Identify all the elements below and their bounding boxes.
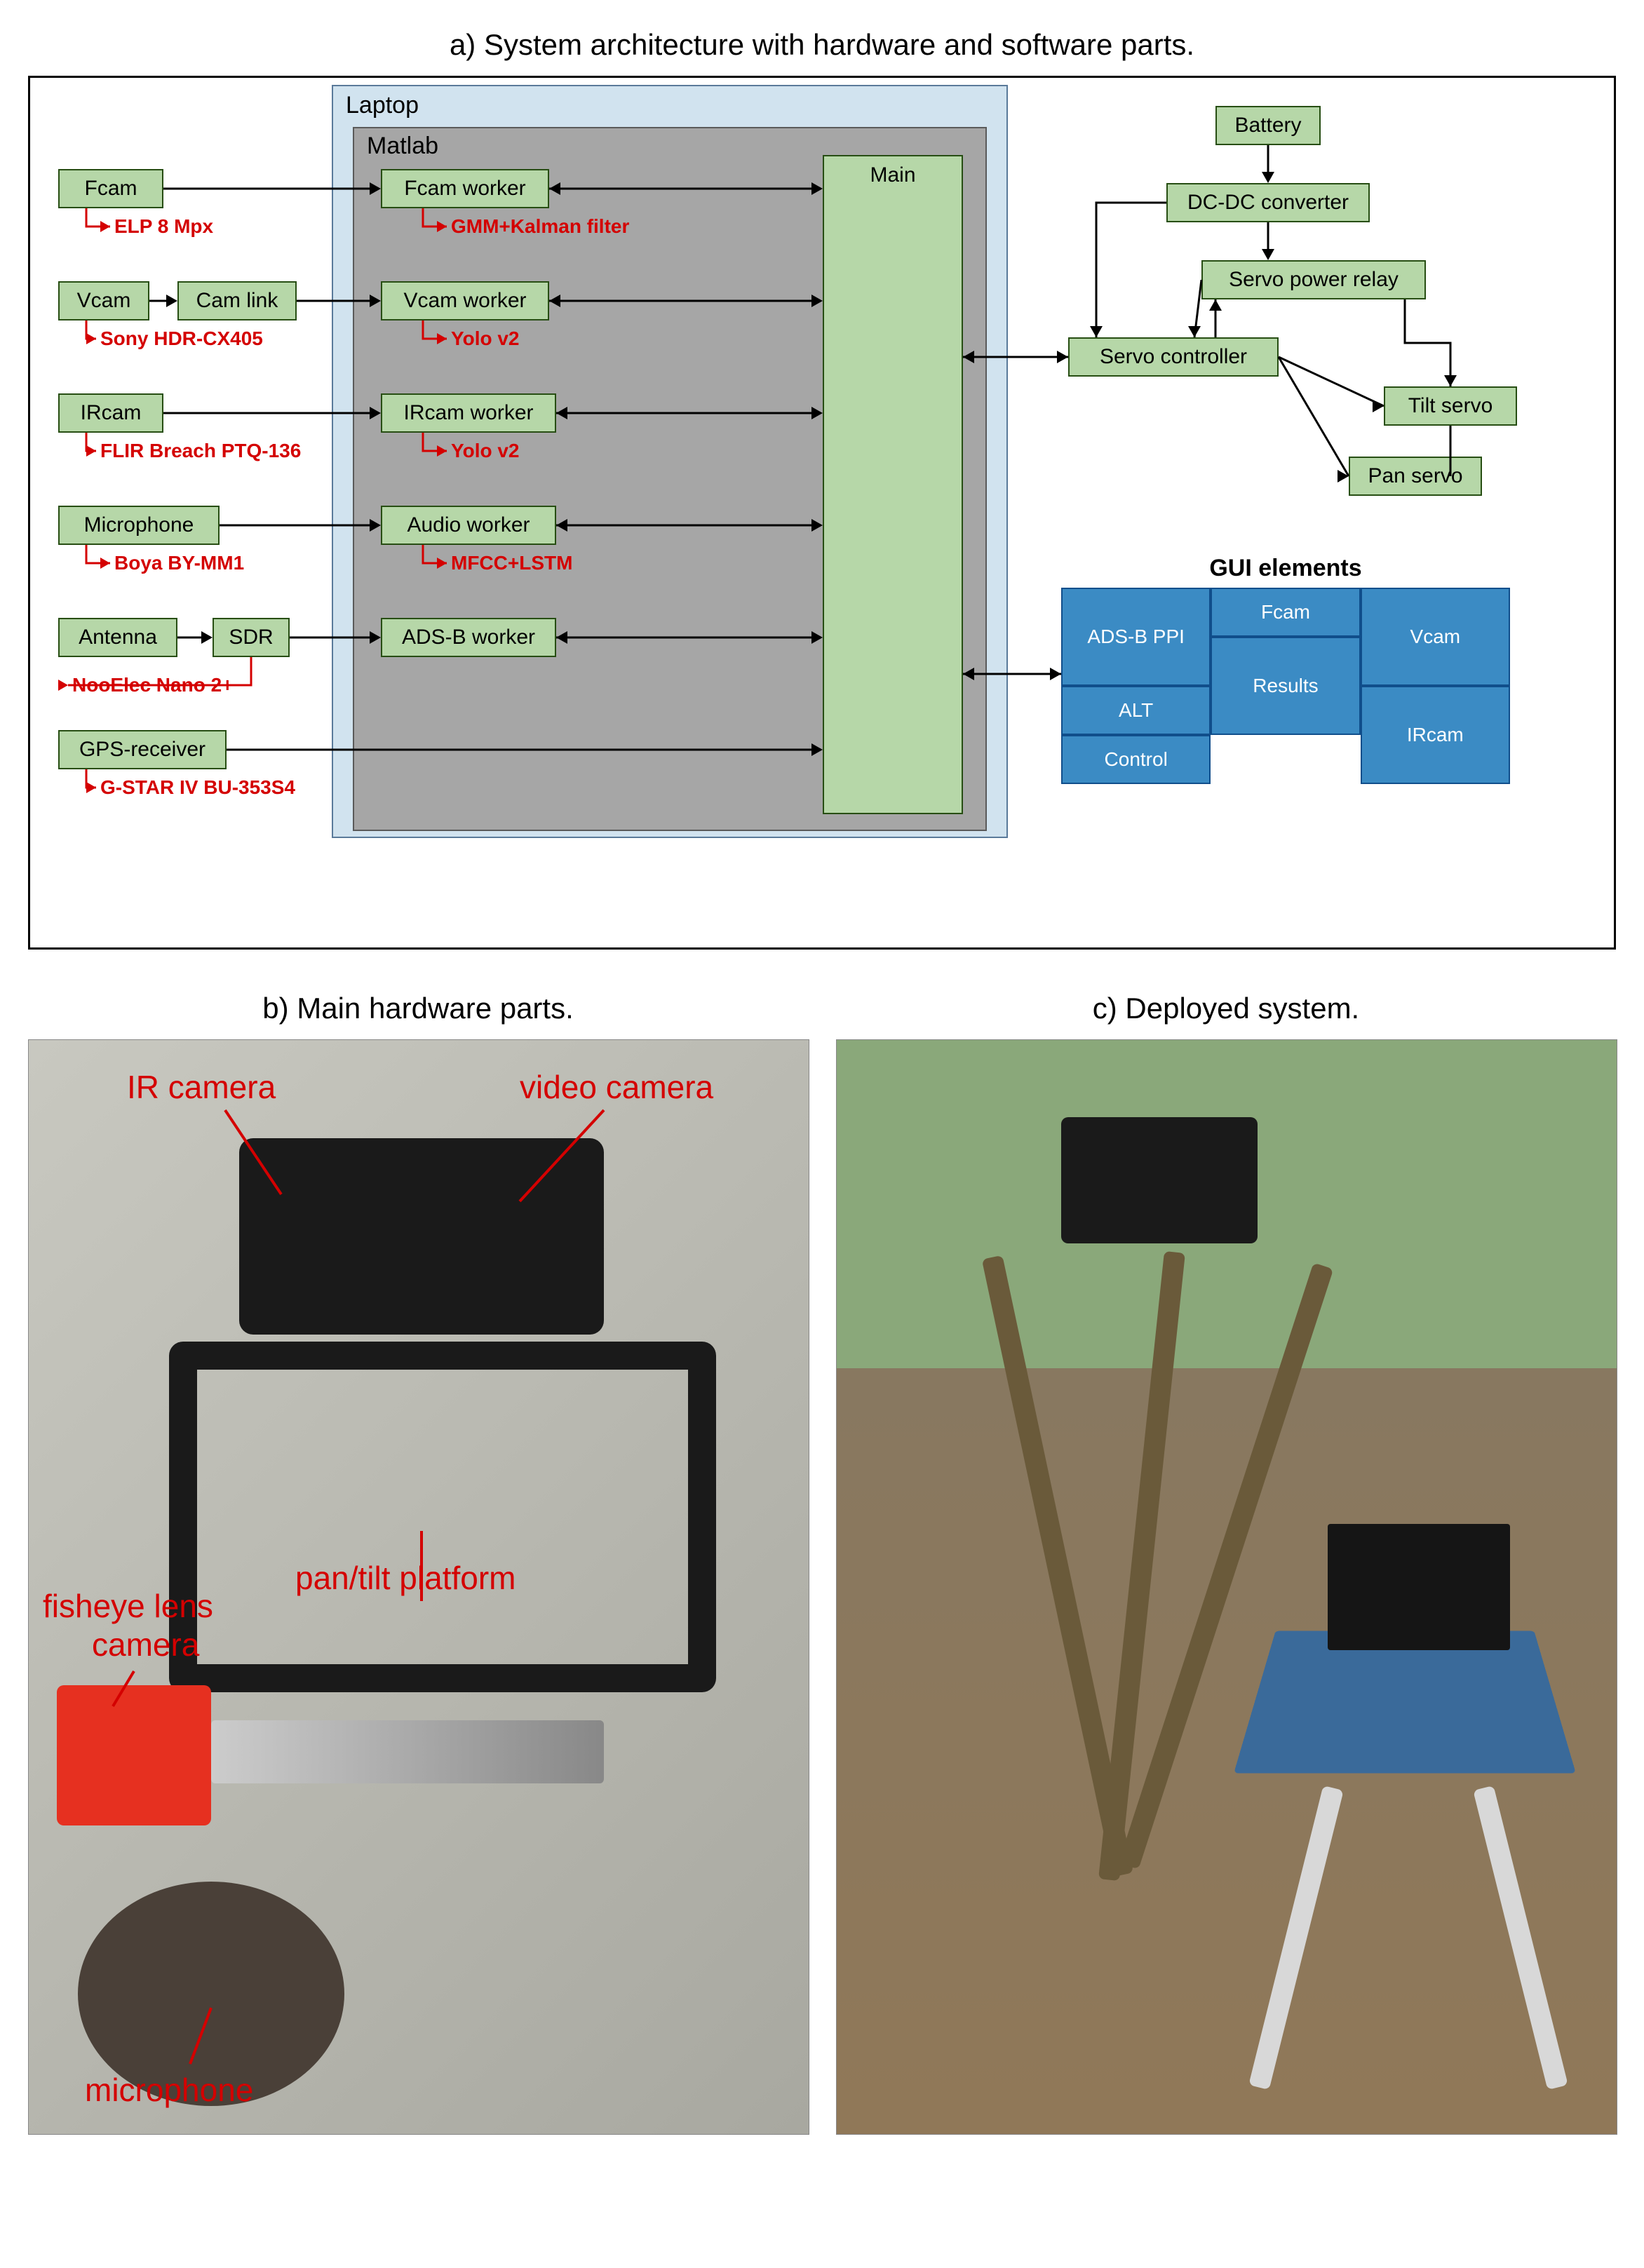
gui-elements: GUI elements ADS-B PPIFcamVcamResultsALT… bbox=[1061, 555, 1510, 784]
node-sdr: SDR bbox=[213, 618, 290, 657]
deployed-photo bbox=[836, 1039, 1617, 2135]
gui-cell-results: Results bbox=[1211, 637, 1360, 735]
gui-cell-ads-b-ppi: ADS-B PPI bbox=[1061, 588, 1211, 686]
gui-cell-ircam: IRcam bbox=[1361, 686, 1510, 784]
annot-ir: IR camera bbox=[127, 1068, 276, 1106]
sublabel-mic: Boya BY-MM1 bbox=[114, 552, 244, 574]
annot-fisheye2: camera bbox=[92, 1626, 199, 1663]
node-gps: GPS-receiver bbox=[58, 730, 227, 769]
gui-cell-alt: ALT bbox=[1061, 686, 1211, 735]
gui-cell-fcam: Fcam bbox=[1211, 588, 1360, 637]
sublabel-sdr: NooElec Nano 2+ bbox=[72, 674, 234, 696]
node-fcam: Fcam bbox=[58, 169, 163, 208]
node-fcamw: Fcam worker bbox=[381, 169, 549, 208]
sublabel-fcam: ELP 8 Mpx bbox=[114, 215, 213, 238]
node-battery: Battery bbox=[1215, 106, 1321, 145]
sublabel-fcamw: GMM+Kalman filter bbox=[451, 215, 629, 238]
sublabel-ircam: FLIR Breach PTQ-136 bbox=[100, 440, 301, 462]
gui-cell-vcam: Vcam bbox=[1361, 588, 1510, 686]
node-vcam: Vcam bbox=[58, 281, 149, 320]
node-servoctl: Servo controller bbox=[1068, 337, 1279, 377]
node-pan: Pan servo bbox=[1349, 457, 1482, 496]
node-mic: Microphone bbox=[58, 506, 220, 545]
gui-title: GUI elements bbox=[1061, 555, 1510, 582]
node-audiow: Audio worker bbox=[381, 506, 556, 545]
sublabel-ircamw: Yolo v2 bbox=[451, 440, 520, 462]
panel-c-title: c) Deployed system. bbox=[836, 992, 1616, 1025]
node-main: Main bbox=[823, 155, 963, 814]
sublabel-gps: G-STAR IV BU-353S4 bbox=[100, 776, 295, 799]
architecture-diagram: Laptop Matlab FcamVcamCam linkIRcamMicro… bbox=[28, 76, 1616, 950]
gui-cell-control: Control bbox=[1061, 735, 1211, 784]
node-ircam: IRcam bbox=[58, 393, 163, 433]
sublabel-audiow: MFCC+LSTM bbox=[451, 552, 572, 574]
node-ircamw: IRcam worker bbox=[381, 393, 556, 433]
sublabel-vcamw: Yolo v2 bbox=[451, 328, 520, 350]
node-tilt: Tilt servo bbox=[1384, 386, 1517, 426]
laptop-label: Laptop bbox=[346, 92, 419, 119]
annot-video: video camera bbox=[520, 1068, 713, 1106]
annot-fisheye1: fisheye lens bbox=[43, 1587, 213, 1625]
panel-b-title: b) Main hardware parts. bbox=[28, 992, 808, 1025]
node-relay: Servo power relay bbox=[1201, 260, 1426, 299]
hardware-photo: IR camera video camera pan/tilt platform fi… bbox=[28, 1039, 809, 2135]
annot-pantilt: pan/tilt platform bbox=[295, 1559, 516, 1597]
node-dcdc: DC-DC converter bbox=[1166, 183, 1370, 222]
panel-a-title: a) System architecture with hardware and… bbox=[28, 28, 1616, 62]
sublabel-vcam: Sony HDR-CX405 bbox=[100, 328, 263, 350]
node-antenna: Antenna bbox=[58, 618, 177, 657]
node-camlink: Cam link bbox=[177, 281, 297, 320]
node-vcamw: Vcam worker bbox=[381, 281, 549, 320]
matlab-label: Matlab bbox=[367, 133, 438, 160]
node-adsbw: ADS-B worker bbox=[381, 618, 556, 657]
annot-micph: microphone bbox=[85, 2071, 253, 2109]
